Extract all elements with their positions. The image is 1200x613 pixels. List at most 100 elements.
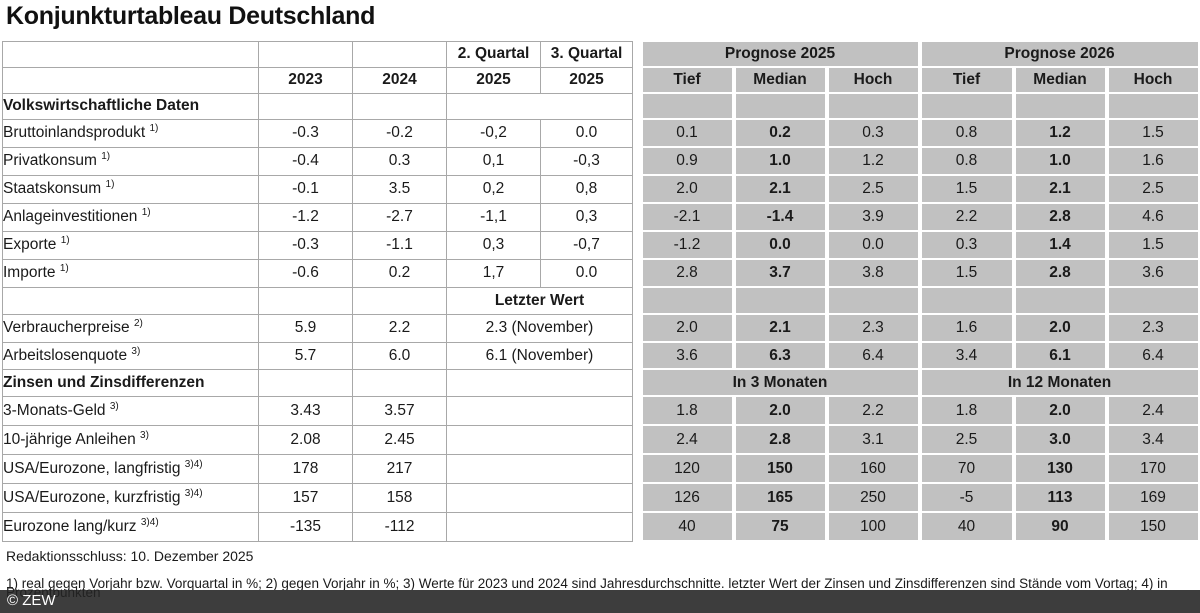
empty-cell — [2, 286, 259, 315]
prognose-value-cell: 90 — [1011, 511, 1109, 542]
prognose-value-cell: 2.4 — [1104, 395, 1200, 426]
row-label: Bruttoinlandsprodukt 1) — [2, 118, 259, 148]
prognose-value-cell: 2.0 — [638, 174, 736, 204]
empty-cell — [258, 368, 353, 397]
empty-cell — [352, 92, 447, 120]
value-2023: -1.2 — [258, 202, 353, 232]
column-gap — [632, 147, 641, 175]
sub-header-median: Median — [731, 66, 829, 94]
empty-gray-cell — [731, 92, 829, 120]
table-row: Eurozone lang/kurz 3)4) -135 -112 40 75 100 40… — [2, 511, 1200, 542]
column-gap — [632, 93, 641, 119]
prognose-value-cell: 0.0 — [824, 230, 922, 260]
footnote-marker: 1) — [141, 206, 151, 218]
prognose-value-cell: 120 — [638, 453, 736, 484]
empty-cell — [258, 286, 353, 315]
empty-gray-cell — [824, 92, 922, 120]
prognose-value-cell: 1.8 — [917, 395, 1016, 426]
col-header — [258, 40, 353, 68]
empty-gray-cell — [917, 286, 1016, 315]
section-title-volkswirtschaft: Volkswirtschaftliche Daten — [2, 92, 259, 120]
footnote-marker: 1) — [105, 178, 115, 190]
prognose-value-cell: 130 — [1011, 453, 1109, 484]
prognose-value-cell: 3.7 — [731, 258, 829, 288]
prognose-value-cell: 3.0 — [1011, 424, 1109, 455]
prognose-value-cell: 40 — [917, 511, 1016, 542]
prognose-value-cell: 1.2 — [824, 146, 922, 176]
prognose-value-cell: 160 — [824, 453, 922, 484]
zew-footer-bar — [0, 590, 1200, 613]
prognose-value-cell: 70 — [917, 453, 1016, 484]
prognose-value-cell: 2.3 — [1104, 313, 1200, 343]
prognose-value-cell: 1.0 — [731, 146, 829, 176]
table-row: Verbraucherpreise 2) 5.9 2.2 2.3 (November)… — [2, 313, 1200, 343]
prognose-value-cell: 2.8 — [638, 258, 736, 288]
prognose-value-cell: 2.0 — [1011, 313, 1109, 343]
column-gap — [632, 41, 641, 67]
value-q2-2025: -0,2 — [446, 118, 541, 148]
value-2024: -2.7 — [352, 202, 447, 232]
sub-header-tief: Tief — [638, 66, 736, 94]
prognose-value-cell: 1.5 — [1104, 230, 1200, 260]
value-2024: 217 — [352, 453, 447, 484]
row-label: 3-Monats-Geld 3) — [2, 395, 259, 426]
table-row: Bruttoinlandsprodukt 1) -0.3 -0.2 -0,2 0.0 0.… — [2, 118, 1200, 148]
column-gap — [632, 512, 641, 541]
table-row: Privatkonsum 1) -0.4 0.3 0,1 -0,3 0.9 1.0 1.2 0.… — [2, 146, 1200, 176]
row-label: Exporte 1) — [2, 230, 259, 260]
corner-cell — [2, 40, 259, 68]
value-2023: -135 — [258, 511, 353, 542]
table-row: 3-Monats-Geld 3) 3.43 3.57 1.8 2.0 2.2 1.8 2.0 2… — [2, 395, 1200, 426]
column-gap — [632, 369, 641, 396]
value-q3-2025: 0.0 — [540, 258, 633, 288]
empty-cell — [258, 92, 353, 120]
prognose-value-cell: 0.0 — [731, 230, 829, 260]
prognose-value-cell: 2.5 — [1104, 174, 1200, 204]
prognose-value-cell: 2.4 — [638, 424, 736, 455]
col-header-2023: 2023 — [258, 66, 353, 94]
empty-cell — [446, 511, 633, 542]
footnote-line-2: Prozentpunkten — [6, 585, 101, 600]
prognose-value-cell: 1.6 — [917, 313, 1016, 343]
letzter-wert-value: 6.1 (November) — [446, 341, 633, 370]
prognose-value-cell: 40 — [638, 511, 736, 542]
zew-copyright: © ZEW — [7, 592, 56, 609]
footnote-marker: 3) — [140, 429, 149, 441]
prognose-value-cell: 165 — [731, 482, 829, 513]
value-q3-2025: 0,3 — [540, 202, 633, 232]
col-header — [352, 40, 447, 68]
prognose-value-cell: 2.8 — [1011, 202, 1109, 232]
value-2023: 5.9 — [258, 313, 353, 343]
section-title-zinsen: Zinsen und Zinsdifferenzen — [2, 368, 259, 397]
empty-gray-cell — [1104, 92, 1200, 120]
value-2023: -0.4 — [258, 146, 353, 176]
table-row: USA/Eurozone, langfristig 3)4) 178 217 120 1… — [2, 453, 1200, 484]
value-2024: 3.57 — [352, 395, 447, 426]
prognose-value-cell: 2.2 — [824, 395, 922, 426]
prognose-value-cell: 1.5 — [917, 258, 1016, 288]
empty-cell — [446, 92, 633, 120]
prognose-value-cell: 2.0 — [1011, 395, 1109, 426]
value-2024: -0.2 — [352, 118, 447, 148]
value-q2-2025: 0,1 — [446, 146, 541, 176]
prognose-value-cell: 150 — [1104, 511, 1200, 542]
footnote-marker: 3)4) — [184, 458, 203, 470]
prognose-value-cell: 170 — [1104, 453, 1200, 484]
sub-header-tief: Tief — [917, 66, 1016, 94]
footnote-marker: 1) — [101, 150, 111, 162]
prognose-value-cell: 2.5 — [917, 424, 1016, 455]
col-header-2024: 2024 — [352, 66, 447, 94]
footnote-marker: 3)4) — [140, 516, 159, 528]
column-gap — [632, 396, 641, 425]
empty-cell — [446, 424, 633, 455]
prognose-value-cell: 4.6 — [1104, 202, 1200, 232]
row-label: USA/Eurozone, langfristig 3)4) — [2, 453, 259, 484]
empty-cell — [446, 368, 633, 397]
prognose-value-cell: 0.2 — [731, 118, 829, 148]
prognose-value-cell: 1.6 — [1104, 146, 1200, 176]
footnote-line-1: 1) real gegen Vorjahr bzw. Vorquartal in… — [6, 576, 1168, 591]
konjunktur-table: 2. Quartal 3. Quartal Prognose 2025 Prognos… — [2, 40, 1200, 542]
prognose-value-cell: 2.1 — [731, 313, 829, 343]
column-gap — [632, 259, 641, 287]
column-gap — [632, 287, 641, 314]
